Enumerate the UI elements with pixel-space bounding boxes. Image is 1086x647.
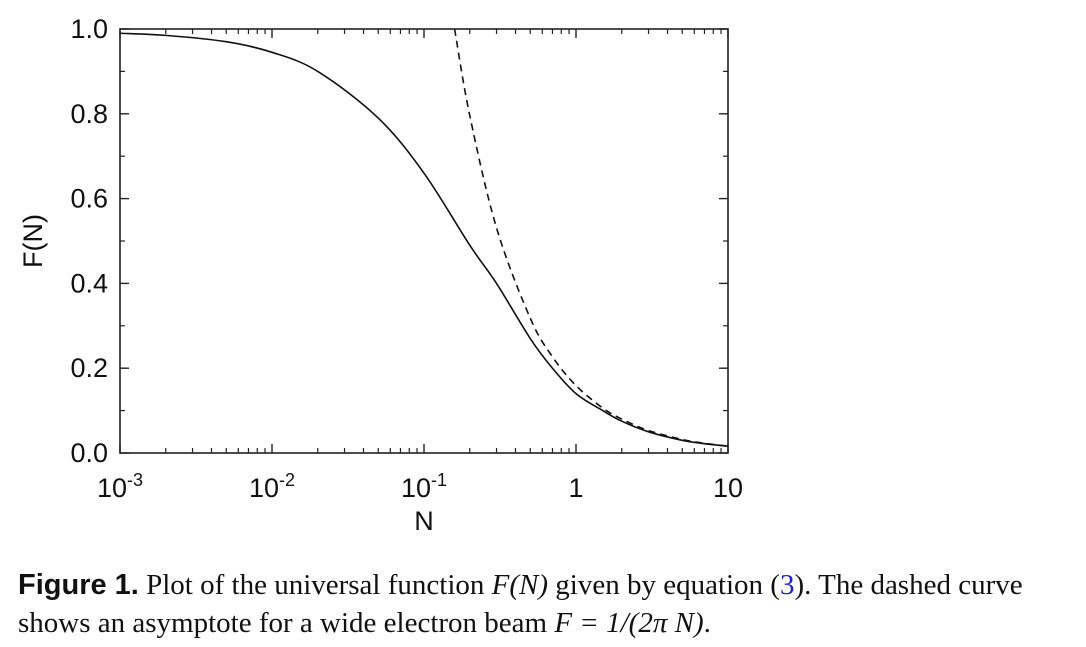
minor-ticks — [120, 29, 728, 453]
caption-text-4: . — [703, 607, 711, 639]
x-tick-label: 10-2 — [249, 470, 295, 503]
y-tick-label: 0.0 — [70, 438, 108, 468]
plot-frame — [119, 28, 729, 454]
y-tick-label: 0.2 — [70, 353, 108, 383]
caption-equation-ref[interactable]: 3 — [779, 569, 795, 601]
y-tick-label: 0.6 — [70, 184, 108, 214]
caption-text-3: ). The dashed curve shows an asymptote f… — [18, 569, 1023, 639]
y-tick-label: 0.8 — [70, 99, 108, 129]
y-tick-label: 0.4 — [70, 268, 108, 298]
y-tick-label: 1.0 — [70, 14, 108, 44]
figure-caption: Figure 1. Plot of the universal function… — [18, 566, 1078, 642]
caption-math-2: F = 1/(2π N) — [554, 607, 704, 639]
series-layer — [119, 28, 729, 448]
x-tick-label: 10-3 — [97, 470, 143, 503]
caption-math-1: F(N) — [491, 569, 549, 601]
y-axis-label: F(N) — [18, 214, 48, 268]
caption-text-2: given by equation ( — [548, 569, 780, 601]
x-tick-label: 10-1 — [401, 470, 447, 503]
chart: 10-3 10-2 10-1 1 10 0.0 0.2 0.4 0.6 0.8 1.0 N F(N) — [18, 14, 743, 536]
caption-label: Figure 1. — [18, 569, 139, 601]
major-ticks — [119, 28, 729, 454]
x-tick-label: 1 — [568, 473, 583, 503]
asymptote-dashed-curve — [453, 28, 729, 448]
universal-function-curve — [119, 32, 729, 448]
tick-labels: 10-3 10-2 10-1 1 10 0.0 0.2 0.4 0.6 0.8 1.0 — [70, 14, 743, 503]
x-axis-label: N — [414, 506, 434, 536]
x-tick-label: 10 — [713, 473, 743, 503]
caption-text-1: Plot of the universal function — [138, 569, 492, 601]
